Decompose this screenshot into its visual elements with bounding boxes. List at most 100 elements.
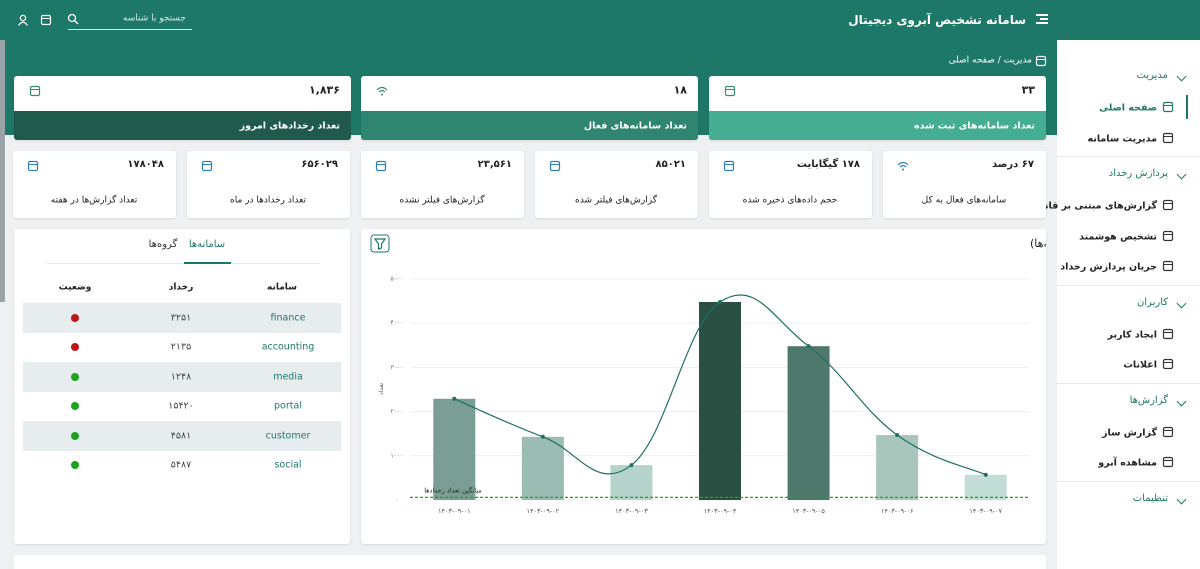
menu-line: [1036, 14, 1048, 16]
menu-icon[interactable]: [1036, 13, 1048, 25]
x-tick-label: ۱۴۰۳-۰۹-۰۲: [527, 507, 560, 515]
tab[interactable]: گروه‌ها: [148, 239, 178, 250]
system-name[interactable]: portal: [274, 400, 302, 412]
menu-line: [1040, 18, 1048, 20]
stat-card: [13, 151, 176, 218]
trend-point: [983, 472, 988, 477]
system-name[interactable]: finance: [270, 311, 306, 323]
sidebar-section[interactable]: تنظیمات: [1132, 492, 1168, 504]
sidebar-separator: [1057, 480, 1200, 482]
active-indicator: [1186, 95, 1188, 119]
bar[interactable]: [964, 474, 1007, 500]
bar[interactable]: [787, 346, 830, 500]
stat-value: ۸۵۰۲۱: [655, 159, 686, 170]
status-dot: [71, 461, 79, 469]
status-dot: [71, 313, 79, 322]
user-icon[interactable]: [17, 14, 29, 26]
bar[interactable]: [610, 465, 653, 500]
x-tick-label: ۱۴۰۳-۰۹-۰۴: [704, 507, 737, 515]
y-tick-label: ۲۰۰۰: [391, 408, 404, 415]
sidebar-item[interactable]: اعلانات: [1123, 359, 1157, 371]
scrollbar: [0, 40, 5, 302]
sidebar-icon: [1162, 260, 1174, 272]
column-header: رخداد: [168, 282, 194, 293]
stat-card: [361, 151, 524, 218]
column-header: سامانه: [266, 282, 298, 293]
event-count: ۵۴۸۷: [170, 459, 192, 471]
system-name[interactable]: customer: [265, 429, 311, 441]
tab-divider: [47, 263, 320, 264]
bar[interactable]: [699, 301, 741, 500]
top-bar: [0, 0, 1200, 40]
stat-label: تعداد گزارش‌ها در هفته: [50, 195, 138, 206]
stat-card: [709, 151, 872, 218]
x-tick-label: ۱۴۰۳-۰۹-۰۱: [438, 507, 471, 515]
status-dot: [71, 402, 79, 410]
event-count: ۱۵۴۲۰: [168, 400, 194, 412]
sidebar-item[interactable]: مشاهده آبرو: [1098, 457, 1157, 469]
system-name[interactable]: accounting: [261, 341, 315, 353]
stat-icon: [723, 160, 735, 172]
search-placeholder[interactable]: جستجو با شناسه: [122, 13, 186, 24]
average-label: میانگین تعداد رخدادها: [424, 486, 482, 494]
stat-icon: [549, 160, 561, 172]
stat-icon: [27, 160, 39, 172]
home-icon: [1035, 55, 1047, 67]
sidebar-icon: [1162, 328, 1174, 339]
trend-point: [452, 396, 457, 401]
summary-icon: [724, 85, 736, 97]
event-count: ۴۵۸۱: [170, 429, 192, 441]
sidebar-icon: [1162, 426, 1174, 437]
sidebar-item[interactable]: تشخیص هوشمند: [1079, 230, 1157, 242]
y-tick-label: ۵۰۰۰: [391, 276, 404, 283]
sidebar-item[interactable]: ایجاد کاربر: [1107, 328, 1157, 340]
tab-active[interactable]: سامانه‌ها: [188, 239, 226, 250]
sidebar-section[interactable]: پردازش رخداد: [1108, 168, 1168, 179]
sidebar-icon: [1162, 230, 1174, 241]
sidebar-item[interactable]: جریان پردازش رخداد: [1060, 261, 1157, 273]
stat-value: ۱۷۸ گیگابایت: [796, 159, 860, 170]
y-tick-label: ۴۰۰۰: [391, 320, 404, 327]
stat-icon: [201, 160, 213, 172]
bar[interactable]: [521, 436, 564, 500]
chart-title: نمودار رخدادها (کل سامانه‌ها): [1030, 237, 1046, 250]
sidebar-item[interactable]: صفحه اصلی: [1099, 102, 1157, 114]
sidebar-section[interactable]: گزارش‌ها: [1129, 394, 1168, 406]
menu-line: [1036, 22, 1048, 24]
trend-point: [629, 463, 634, 468]
sidebar-section[interactable]: مدیریت: [1136, 70, 1168, 81]
trend-point: [895, 433, 900, 438]
search-underline[interactable]: [68, 29, 192, 30]
bottom-panel: [14, 555, 1046, 569]
stat-card: [535, 151, 698, 218]
bar[interactable]: [433, 398, 476, 500]
summary-value: ۳۳: [1021, 83, 1035, 97]
y-axis-label: تعداد: [378, 383, 385, 395]
y-tick-label: ۱۰۰۰: [391, 452, 404, 459]
sidebar-item[interactable]: گزارش ساز: [1102, 426, 1157, 438]
report-icon[interactable]: [40, 14, 52, 26]
x-tick-label: ۱۴۰۳-۰۹-۰۶: [881, 507, 914, 515]
trend-line: [454, 294, 986, 476]
sidebar-item[interactable]: مدیریت سامانه: [1087, 132, 1157, 144]
y-tick-label: ۰: [395, 497, 398, 504]
stat-label: گزارش‌های فیلتر شده: [575, 195, 657, 206]
sidebar-section[interactable]: کاربران: [1136, 296, 1168, 308]
event-count: ۲۱۳۵: [170, 341, 192, 353]
status-dot: [71, 431, 79, 440]
summary-card-bar: [361, 111, 698, 140]
chart: نمودار رخدادها (کل سامانه‌ها) تعداد ۰ ۱۰۰۰ ۲…: [370, 234, 1046, 515]
summary-label: تعداد سامانه‌های ثبت شده: [914, 120, 1035, 132]
filter-button[interactable]: [370, 234, 390, 253]
sidebar-icon: [1162, 199, 1174, 211]
system-name[interactable]: social: [274, 459, 302, 471]
event-count: ۳۲۵۱: [170, 311, 192, 323]
system-name[interactable]: media: [273, 370, 303, 382]
search-icon[interactable]: [67, 13, 79, 25]
bar[interactable]: [876, 435, 919, 500]
trend-point: [718, 299, 722, 304]
y-tick-label: ۳۰۰۰: [391, 364, 404, 371]
stat-label: سامانه‌های فعال به کل: [921, 195, 1007, 206]
sidebar-item[interactable]: گزارش‌های مبتنی بر قانون: [1030, 200, 1157, 212]
